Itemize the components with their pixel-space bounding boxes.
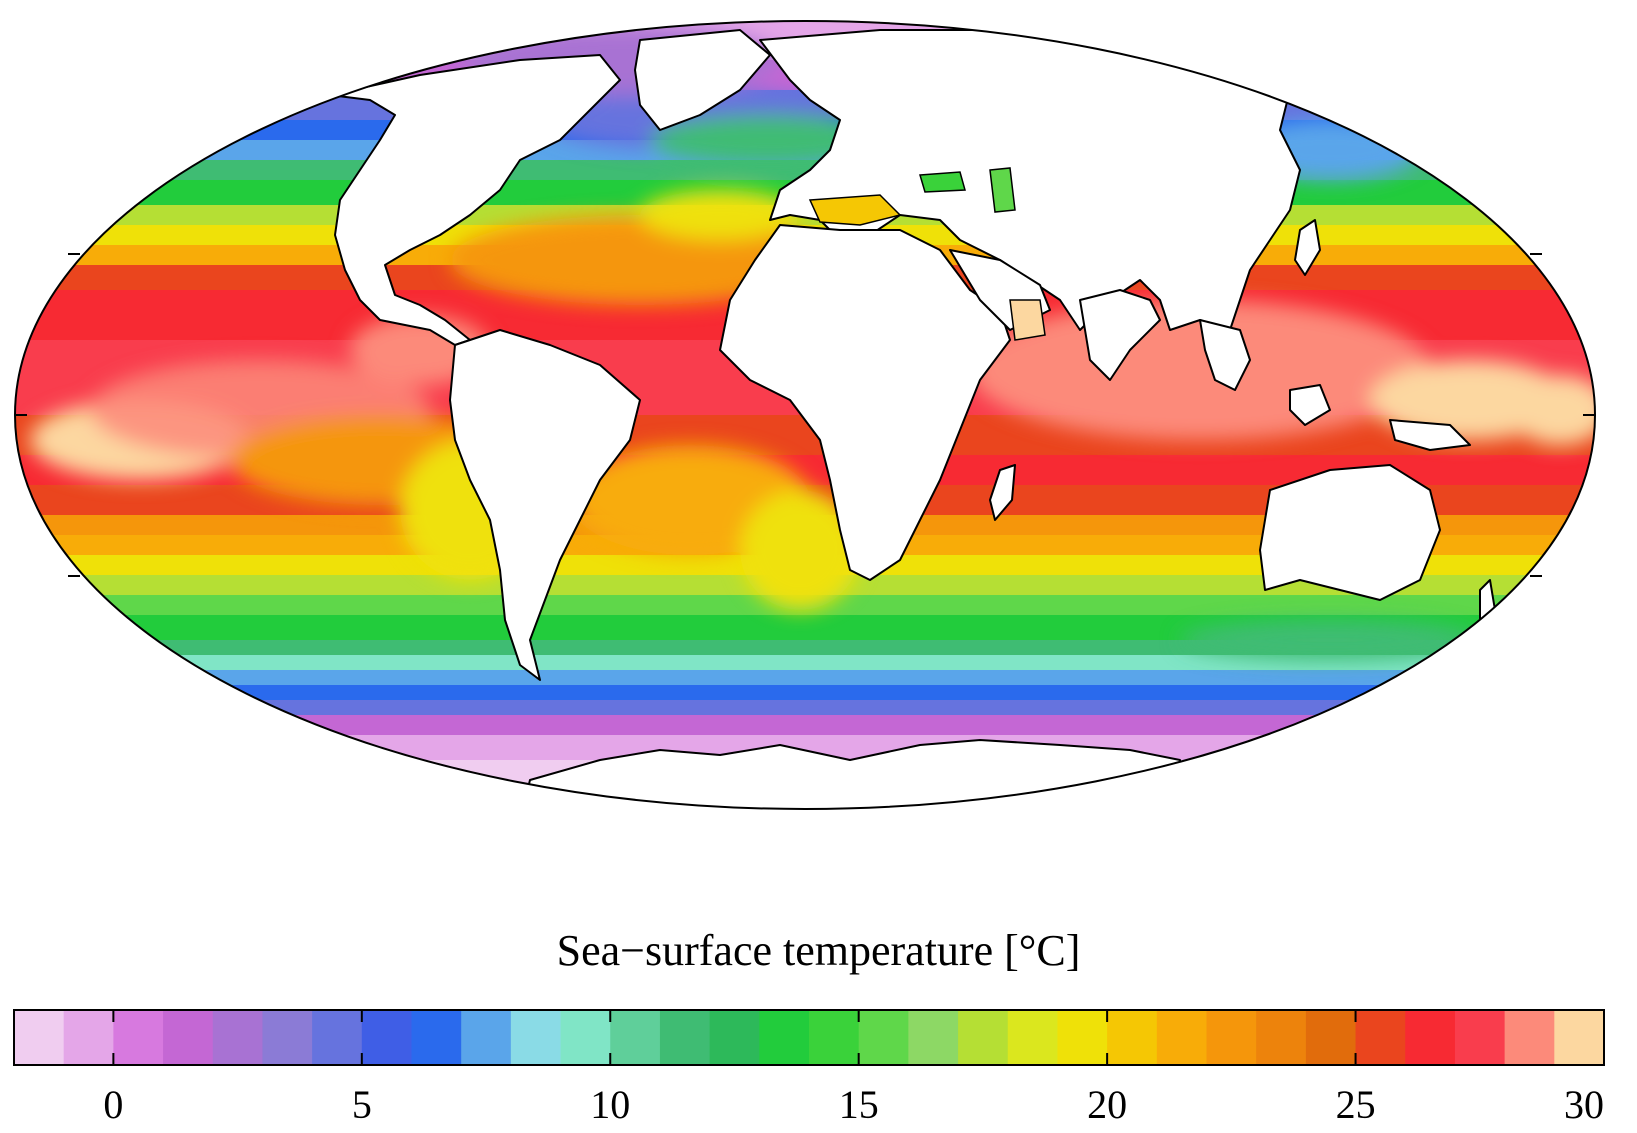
colorbar-swatch [858, 1010, 909, 1065]
colorbar-swatch [14, 1010, 65, 1065]
colorbar-swatch [113, 1010, 164, 1065]
colorbar-swatch [1305, 1010, 1357, 1065]
borneo [1289, 384, 1331, 426]
north-america [329, 54, 621, 346]
colorbar-swatch [1405, 1010, 1456, 1065]
japan [1294, 219, 1321, 276]
australia [1259, 464, 1441, 601]
greenland [634, 29, 771, 131]
colorbar-swatch [1504, 1010, 1555, 1065]
colorbar-tick-label: 15 [839, 1082, 879, 1127]
colorbar-title: Sea−surface temperature [°C] [556, 926, 1081, 975]
colorbar-swatch [1454, 1010, 1506, 1065]
indochina [1199, 319, 1251, 391]
colorbar-swatch [958, 1010, 1009, 1065]
new-guinea [1389, 419, 1471, 451]
colorbar-swatch [908, 1010, 959, 1065]
colorbar-swatch [1554, 1010, 1605, 1065]
colorbar-swatch [1256, 1010, 1307, 1065]
madagascar [989, 464, 1016, 521]
colorbar-swatch [759, 1010, 810, 1065]
colorbar-swatch [1007, 1010, 1058, 1065]
colorbar-swatch [262, 1010, 313, 1065]
colorbar-swatch [461, 1010, 512, 1065]
colorbar-swatch [212, 1010, 263, 1065]
colorbar-tick-label: 5 [352, 1082, 372, 1127]
eurasia [759, 29, 1301, 331]
land-masses [329, 29, 1496, 809]
colorbar-swatch [1057, 1010, 1108, 1065]
africa [719, 224, 1011, 581]
colorbar-swatch [63, 1010, 114, 1065]
inland-seas [808, 167, 1046, 341]
colorbar-swatch [659, 1010, 711, 1065]
colorbar-ticks: 0 5 10 15 20 25 30 [103, 1010, 1605, 1127]
south-america [449, 329, 641, 681]
colorbar-swatch [1206, 1010, 1257, 1065]
colorbar-swatch [709, 1010, 760, 1065]
colorbar-tick-label: 0 [103, 1082, 123, 1127]
colorbar-tick-label: 10 [590, 1082, 630, 1127]
colorbar-swatch [312, 1010, 363, 1065]
colorbar-tick-label: 20 [1087, 1082, 1127, 1127]
colorbar-tick-label: 30 [1564, 1082, 1604, 1127]
colorbar-frame [13, 1009, 1605, 1066]
colorbar-tick-label: 25 [1336, 1082, 1376, 1127]
colorbar-swatches [14, 1010, 1605, 1065]
colorbar-swatch [809, 1010, 860, 1065]
colorbar-swatch [560, 1010, 611, 1065]
ocean-temperature-field [15, 21, 1595, 809]
colorbar-swatch [1355, 1010, 1406, 1065]
colorbar-swatch [610, 1010, 661, 1065]
colorbar-swatch [411, 1010, 462, 1065]
colorbar-swatch [1107, 1010, 1158, 1065]
sst-map [14, 20, 1596, 810]
colorbar-swatch [510, 1010, 562, 1065]
colorbar-swatch [1156, 1010, 1207, 1065]
colorbar-swatch [361, 1010, 412, 1065]
india [1079, 289, 1161, 381]
latitude-ticks [15, 253, 1595, 577]
colorbar-swatch [163, 1010, 214, 1065]
